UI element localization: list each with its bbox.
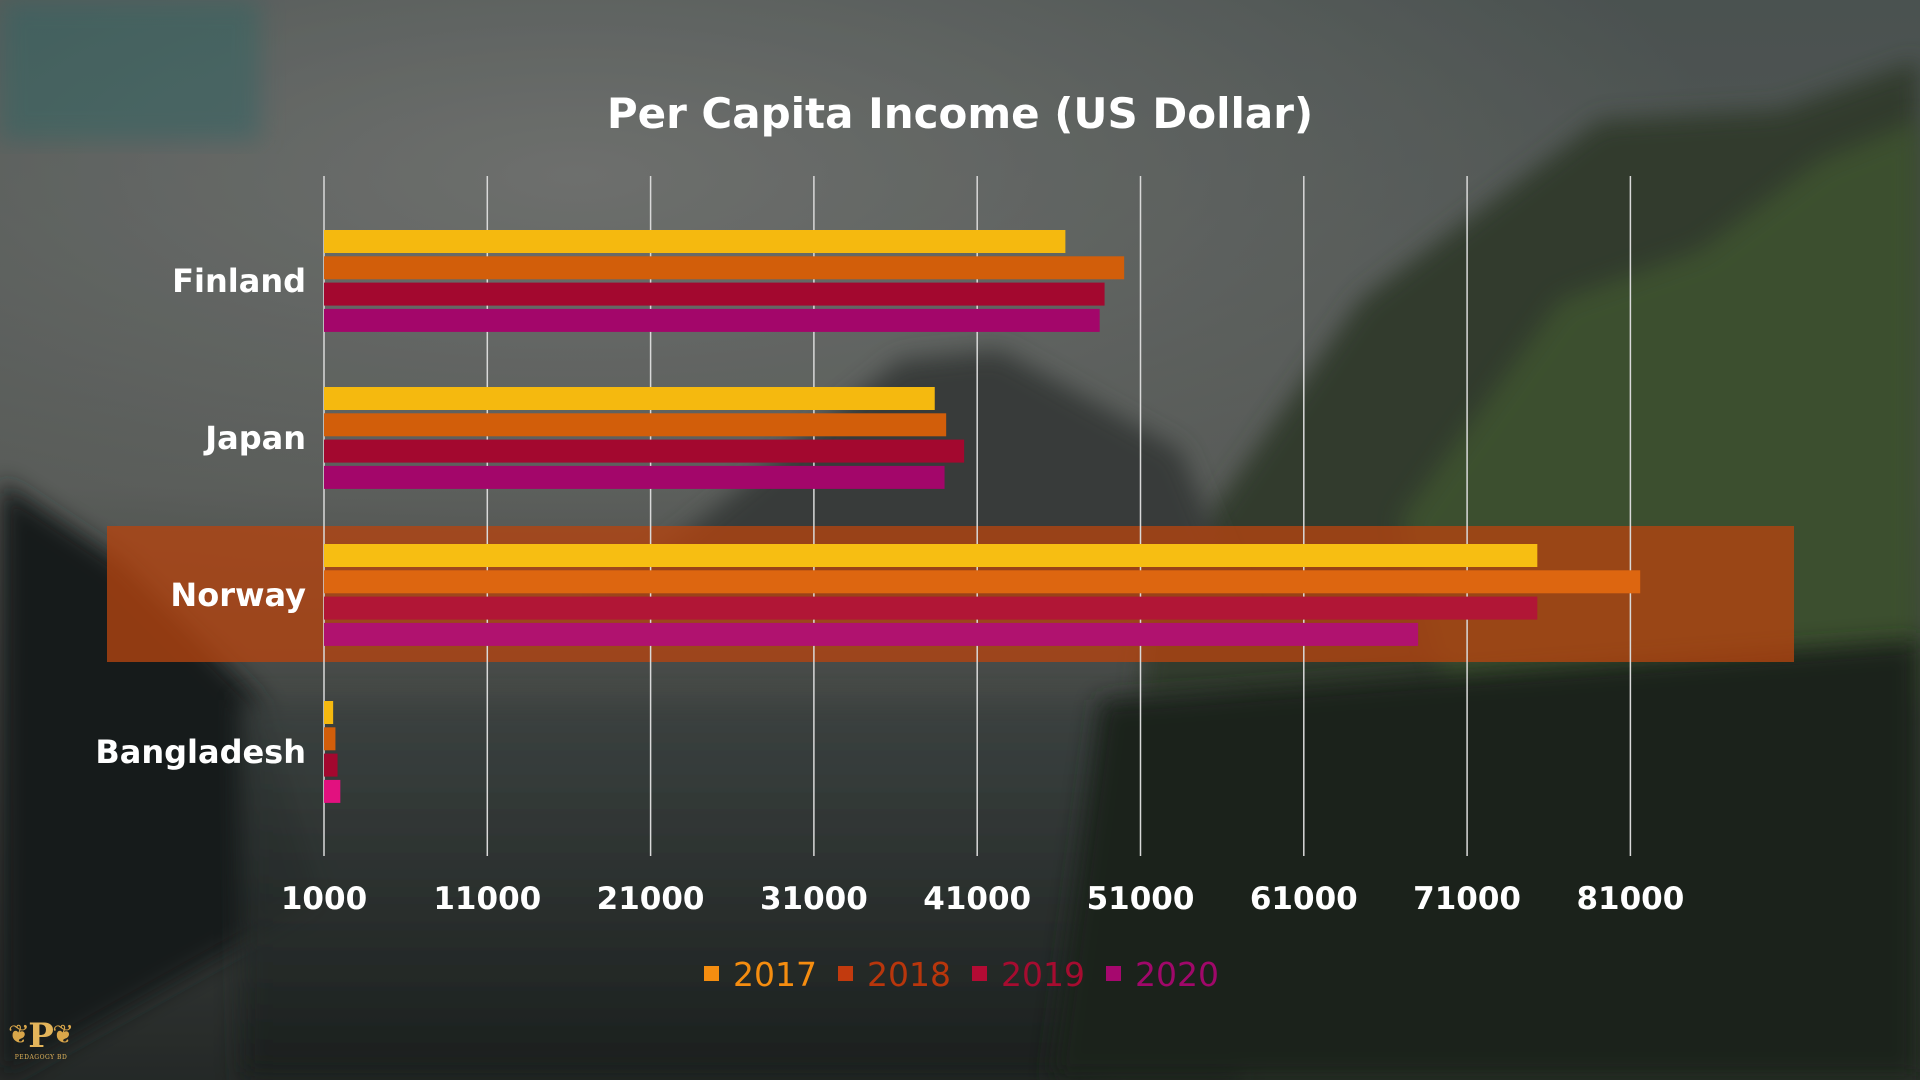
category-label: Norway [170, 576, 306, 614]
category-label: Bangladesh [95, 733, 306, 771]
bar-finland-2020 [324, 308, 1100, 332]
bars [324, 230, 1641, 803]
logo-caption: PEDAGOGY BD [14, 1054, 68, 1061]
laurel-right-icon: ❦ [52, 1020, 74, 1050]
x-tick-label: 1000 [281, 881, 367, 917]
bar-japan-2017 [324, 387, 935, 410]
bar-finland-2018 [324, 256, 1125, 280]
pedagogy-logo: ❦ P ❦ PEDAGOGY BD [8, 1014, 74, 1076]
bar-japan-2018 [324, 413, 947, 437]
x-tick-label: 81000 [1576, 881, 1684, 917]
legend-marker-2020 [1106, 966, 1121, 981]
logo-letter: P [28, 1016, 54, 1056]
bar-norway-2020 [324, 622, 1419, 646]
x-tick-label: 31000 [760, 881, 868, 917]
bar-bangladesh-2020 [324, 779, 341, 803]
bar-norway-2017 [324, 544, 1538, 567]
x-tick-label: 51000 [1087, 881, 1195, 917]
legend-label-2020: 2020 [1135, 955, 1219, 994]
bar-norway-2018 [324, 570, 1641, 594]
bar-bangladesh-2019 [324, 753, 338, 777]
category-label: Japan [203, 419, 306, 457]
laurel-left-icon: ❦ [8, 1020, 30, 1050]
legend-label-2017: 2017 [733, 955, 817, 994]
legend-marker-2019 [972, 966, 987, 981]
bar-finland-2019 [324, 282, 1105, 306]
x-tick-label: 11000 [433, 881, 541, 917]
x-tick-label: 71000 [1413, 881, 1521, 917]
bar-japan-2019 [324, 439, 965, 463]
category-labels: Finland Japan Norway Bangladesh [95, 262, 306, 771]
x-tick-label: 41000 [923, 881, 1031, 917]
legend-label-2018: 2018 [867, 955, 951, 994]
bar-bangladesh-2018 [324, 727, 336, 751]
legend-marker-2018 [838, 966, 853, 981]
category-label: Finland [172, 262, 306, 300]
x-axis-tick-labels: 1000 11000 21000 31000 41000 51000 61000 71000 8… [281, 881, 1684, 917]
chart-title: Per Capita Income (US Dollar) [607, 89, 1313, 138]
bar-bangladesh-2017 [324, 701, 334, 724]
bar-japan-2020 [324, 465, 945, 489]
x-tick-label: 61000 [1250, 881, 1358, 917]
legend-label-2019: 2019 [1001, 955, 1085, 994]
bar-finland-2017 [324, 230, 1066, 253]
legend: 2017 2018 2019 2020 [704, 955, 1219, 994]
x-tick-label: 21000 [597, 881, 705, 917]
bar-norway-2019 [324, 596, 1538, 620]
legend-marker-2017 [704, 966, 719, 981]
